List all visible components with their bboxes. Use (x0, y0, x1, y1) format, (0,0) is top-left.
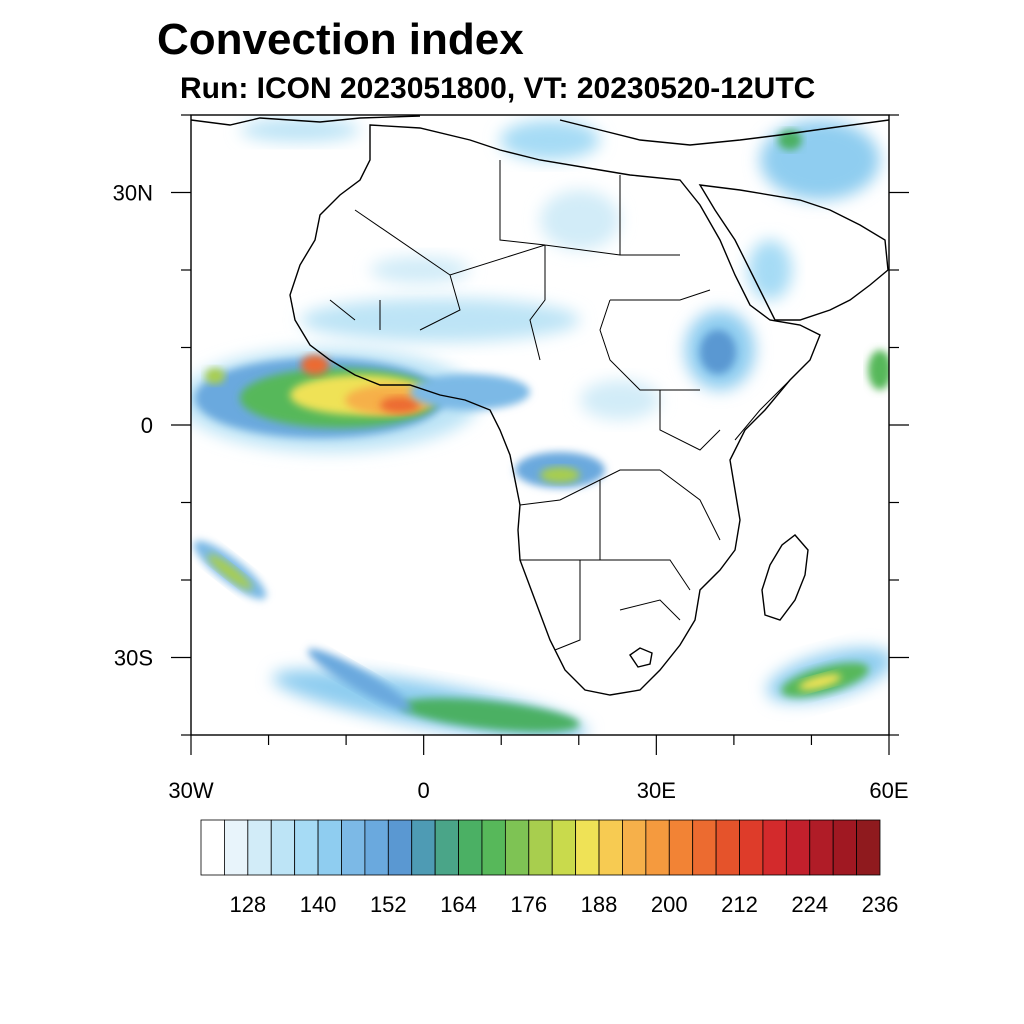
colorbar-box (387, 819, 413, 876)
colorbar-label: 128 (229, 892, 266, 917)
arabia-coastline (698, 184, 889, 321)
colorbar-box (434, 819, 459, 876)
field-ethiopia (685, 310, 755, 390)
madagascar-coastline (761, 534, 809, 621)
colorbar-label: 152 (370, 892, 407, 917)
colorbar-box (739, 819, 764, 876)
colorbar-box (622, 819, 647, 876)
colorbar-box (247, 819, 272, 876)
field-southern-ocean (272, 647, 889, 735)
colorbar-label: 224 (791, 892, 828, 917)
coastlines (191, 115, 889, 696)
field-arabia (748, 120, 889, 390)
y-tick-label: 30S (114, 646, 153, 671)
x-tick-label: 30W (168, 778, 213, 803)
field-central-africa (515, 380, 660, 488)
colorbar-box (224, 819, 249, 876)
colorbar-box (715, 819, 740, 876)
colorbar-box (762, 819, 787, 876)
colorbar-box (294, 819, 319, 876)
colorbar-label: 164 (440, 892, 477, 917)
colorbar-label: 236 (862, 892, 899, 917)
colorbar-box (458, 819, 483, 876)
colorbar-label: 188 (581, 892, 618, 917)
chart-title: Convection index (157, 15, 524, 64)
colorbar-label: 140 (300, 892, 337, 917)
x-tick-label: 0 (418, 778, 430, 803)
colorbar-box (411, 819, 436, 876)
colorbar: 128 140 152 164 176 188 200 212 224 236 (200, 819, 899, 917)
x-tick-label: 60E (869, 778, 908, 803)
colorbar-box (481, 819, 506, 876)
colorbar-label: 200 (651, 892, 688, 917)
colorbar-box (575, 819, 600, 876)
colorbar-box (668, 819, 694, 876)
colorbar-box (504, 819, 530, 876)
colorbar-box (785, 819, 811, 876)
y-tick-label: 0 (141, 413, 153, 438)
colorbar-box (200, 819, 225, 876)
colorbar-box (809, 819, 834, 876)
europe-coastline (191, 115, 889, 146)
colorbar-box (551, 819, 577, 876)
y-axis: 30N 0 30S (113, 114, 909, 736)
field-south-atlantic (193, 540, 267, 600)
colorbar-box (341, 819, 366, 876)
colorbar-box (856, 819, 881, 876)
x-tick-label: 30E (637, 778, 676, 803)
colorbar-box (528, 819, 553, 876)
colorbar-box (317, 819, 342, 876)
colorbar-box (364, 819, 389, 876)
colorbar-box (270, 819, 296, 876)
colorbar-box (692, 819, 717, 876)
field-north-africa (240, 118, 620, 284)
colorbar-label: 212 (721, 892, 758, 917)
country-borders (329, 160, 791, 651)
africa-coastline (289, 124, 821, 696)
y-tick-label: 30N (113, 181, 153, 206)
colorbar-label: 176 (510, 892, 547, 917)
field-west-africa (191, 298, 580, 452)
chart-subtitle: Run: ICON 2023051800, VT: 20230520-12UTC (180, 72, 816, 105)
colorbar-box (598, 819, 623, 876)
convection-field (191, 118, 889, 735)
x-axis: 30W 0 30E 60E (168, 735, 909, 803)
colorbar-box (645, 819, 670, 876)
colorbar-box (832, 819, 857, 876)
lesotho-border (629, 647, 653, 668)
